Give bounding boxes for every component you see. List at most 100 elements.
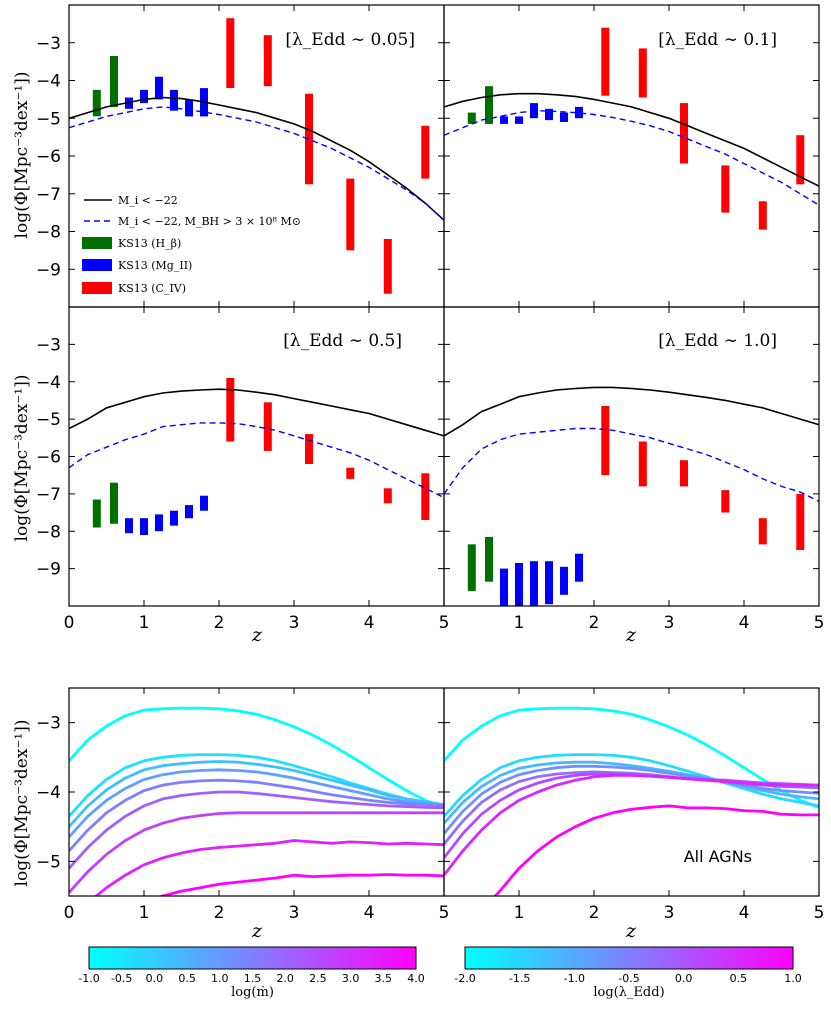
data-bar-Hb bbox=[110, 56, 118, 107]
panel-frame bbox=[443, 4, 820, 308]
panel-mdot-curves: 0 1 2 3 4 5 −3 −4 −5 bbox=[36, 687, 449, 923]
data-bar-C bbox=[226, 378, 235, 442]
data-bar-Hb bbox=[92, 499, 101, 528]
colorbar-tick-label: -0.5 bbox=[618, 972, 639, 985]
panel-annotation: All AGNs bbox=[684, 847, 752, 866]
x-axis-label-bottom-right: z bbox=[625, 920, 637, 942]
data-bar-Mg bbox=[185, 99, 193, 117]
x-tick-label: 3 bbox=[289, 903, 300, 923]
data-bar-Mg bbox=[560, 112, 568, 122]
panel-frame bbox=[443, 306, 820, 607]
data-bar-Mg bbox=[545, 108, 553, 121]
data-bar-C bbox=[758, 518, 767, 545]
data-bar-C bbox=[638, 48, 647, 98]
data-bar-Mg bbox=[575, 553, 583, 582]
y-tick-label: −5 bbox=[36, 410, 61, 430]
data-bar-Mg bbox=[170, 510, 178, 526]
y-tick-label: −4 bbox=[36, 72, 61, 92]
curve--1.2 bbox=[444, 760, 819, 825]
panel-lambda-0.05: −3 −4 −5 −6 −7 −8 −9 [λ_Edd ∼ 0.05] bbox=[36, 4, 445, 308]
x-tick-label: 3 bbox=[664, 613, 675, 633]
curve-2.0 bbox=[69, 811, 444, 894]
x-tick-label: 4 bbox=[364, 613, 375, 633]
y-tick-label: −3 bbox=[36, 34, 61, 54]
panel-lambda-0.1: [λ_Edd ∼ 0.1] bbox=[443, 4, 820, 308]
curve-log(λ_Edd) = -2.0 bbox=[444, 706, 819, 809]
data-bar-C bbox=[601, 27, 610, 96]
colorbar-tick-label: -1.0 bbox=[564, 972, 585, 985]
x-tick-label: 3 bbox=[664, 903, 675, 923]
solid-line-Mi-lt-22 bbox=[444, 92, 819, 187]
data-bar-C bbox=[305, 93, 313, 185]
data-bar-C bbox=[263, 402, 272, 451]
plot-area bbox=[69, 706, 444, 896]
data-bar-Hb bbox=[485, 536, 493, 582]
data-bar-Mg bbox=[560, 566, 568, 595]
dashed-line-MBH-cut bbox=[69, 106, 444, 221]
legend-label: KS13 (Mg_II) bbox=[118, 259, 192, 272]
x-tick-label: 5 bbox=[814, 613, 825, 633]
colorbar-tick-label: 0.5 bbox=[178, 972, 196, 985]
data-bar-C bbox=[346, 467, 355, 479]
dashed-line-MBH-cut bbox=[444, 109, 819, 206]
data-bar-Mg bbox=[545, 561, 553, 605]
y-tick-label: −6 bbox=[36, 448, 61, 468]
panel-all-agns: 1 2 3 4 5 All AGNs bbox=[443, 687, 824, 923]
dashed-line-MBH-cut bbox=[444, 427, 819, 503]
curve-1.0 bbox=[69, 778, 444, 852]
colorbar-mdot: -1.0 -0.5 0.0 0.5 1.0 1.5 2.0 2.5 3.0 3.5 4.0 log(m… bbox=[78, 946, 425, 1000]
data-bar-C bbox=[226, 18, 235, 89]
x-tick-label: 4 bbox=[739, 613, 750, 633]
x-tick-label: 1 bbox=[139, 903, 150, 923]
data-bar-C bbox=[638, 441, 647, 487]
colorbar-tick-label: 2.5 bbox=[309, 972, 327, 985]
data-bar-Mg bbox=[140, 89, 148, 104]
x-tick-label: 1 bbox=[514, 613, 525, 633]
data-bar-Mg bbox=[185, 505, 193, 519]
legend-label: KS13 (C_IV) bbox=[118, 282, 186, 295]
data-bar-Mg bbox=[155, 514, 163, 532]
y-tick-label: −4 bbox=[36, 783, 61, 803]
y-tick-label: −3 bbox=[36, 714, 61, 734]
panel-label: [λ_Edd ∼ 0.05] bbox=[285, 30, 415, 50]
data-bar-C bbox=[421, 473, 430, 520]
panel-label: [λ_Edd ∼ 1.0] bbox=[658, 331, 777, 351]
colorbar-tick-label: 1.0 bbox=[211, 972, 229, 985]
colorbar-label: log(ṁ) bbox=[231, 985, 274, 1000]
curve-1.5 bbox=[69, 790, 444, 870]
plot-area bbox=[444, 706, 819, 896]
solid-line-Mi-lt-22 bbox=[444, 386, 819, 437]
data-bar-Mg bbox=[125, 518, 133, 534]
y-axis-label-top: log(Φ[Mpc⁻³dex⁻¹]) bbox=[12, 72, 32, 239]
data-bar-Mg bbox=[500, 568, 508, 606]
data-bar-C bbox=[383, 488, 392, 504]
y-tick-label: −3 bbox=[36, 335, 61, 355]
y-tick-label: −7 bbox=[36, 485, 61, 505]
data-bar-C bbox=[601, 406, 610, 476]
data-bar-C bbox=[721, 490, 730, 513]
curve-0.4 bbox=[444, 774, 819, 877]
x-tick-label: 2 bbox=[214, 903, 225, 923]
legend-label: M_i < −22, M_BH > 3 × 10⁸ M⊙ bbox=[118, 215, 301, 228]
colorbar-tick-label: 0.5 bbox=[730, 972, 748, 985]
plot-area bbox=[444, 386, 819, 606]
data-bar-Mg bbox=[170, 89, 178, 111]
colorbar-tick-label: -1.5 bbox=[509, 972, 530, 985]
curve-0.0 bbox=[444, 772, 819, 859]
colorbar-bar bbox=[464, 946, 794, 970]
panel-frame bbox=[68, 306, 445, 607]
curve-0.0 bbox=[69, 760, 444, 828]
x-tick-label: 0 bbox=[64, 903, 75, 923]
data-bar-Mg bbox=[530, 561, 538, 606]
data-bar-C bbox=[758, 201, 767, 230]
plot-area bbox=[69, 18, 444, 294]
colorbar-tick-label: 3.0 bbox=[342, 972, 360, 985]
colorbar-lambda: -2.0 -1.5 -1.0 -0.5 0.0 0.5 1.0 log(λ_Edd) bbox=[454, 946, 802, 1000]
data-bar-Mg bbox=[200, 495, 208, 511]
data-bar-C bbox=[796, 493, 805, 550]
panel-lambda-1.0: 1 2 3 4 5 [λ_Edd ∼ 1.0] bbox=[443, 306, 825, 633]
colorbar-tick-label: 2.0 bbox=[276, 972, 294, 985]
y-tick-label: −5 bbox=[36, 109, 61, 129]
colorbar-tick-label: 0.0 bbox=[146, 972, 164, 985]
x-tick-label: 1 bbox=[139, 613, 150, 633]
